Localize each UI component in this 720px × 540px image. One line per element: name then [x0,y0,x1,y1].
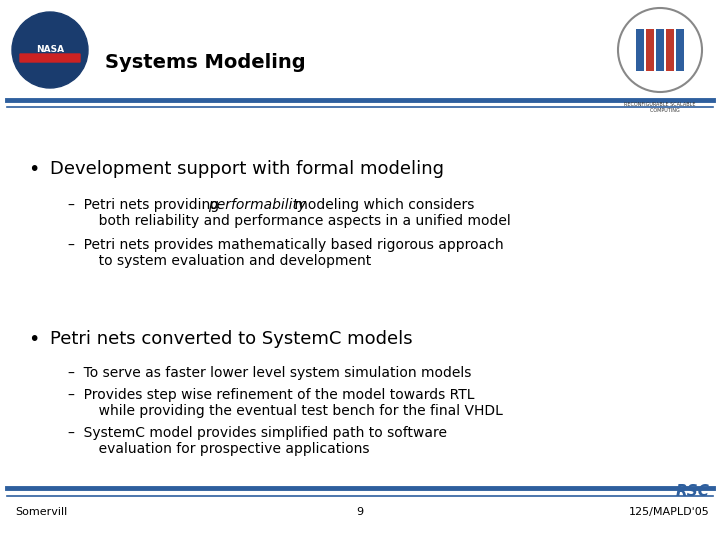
Text: –  Provides step wise refinement of the model towards RTL: – Provides step wise refinement of the m… [68,388,474,402]
Text: –  Petri nets provides mathematically based rigorous approach: – Petri nets provides mathematically bas… [68,238,503,252]
Text: RECONFIGURABLE SCALABLE
      COMPUTING: RECONFIGURABLE SCALABLE COMPUTING [624,102,696,113]
Text: modeling which considers: modeling which considers [290,198,474,212]
Text: NASA: NASA [36,45,64,55]
Text: 9: 9 [356,507,364,517]
Text: evaluation for prospective applications: evaluation for prospective applications [68,442,369,456]
Text: Systems Modeling: Systems Modeling [105,52,305,71]
Text: RSC: RSC [676,484,710,500]
Text: Somervill: Somervill [15,507,67,517]
Text: to system evaluation and development: to system evaluation and development [68,254,372,268]
Text: Petri nets converted to SystemC models: Petri nets converted to SystemC models [50,330,413,348]
Text: •: • [28,330,40,349]
Text: 125/MAPLD'05: 125/MAPLD'05 [629,507,710,517]
Text: both reliability and performance aspects in a unified model: both reliability and performance aspects… [68,214,510,228]
Text: while providing the eventual test bench for the final VHDL: while providing the eventual test bench … [68,404,503,418]
FancyBboxPatch shape [20,54,80,62]
Text: –  Petri nets providing: – Petri nets providing [68,198,223,212]
Text: –  To serve as faster lower level system simulation models: – To serve as faster lower level system … [68,366,472,380]
Text: Development support with formal modeling: Development support with formal modeling [50,160,444,178]
Bar [666,29,674,71]
Circle shape [12,12,88,88]
Text: •: • [28,160,40,179]
Text: performability: performability [208,198,307,212]
Bar [636,29,644,71]
Bar [656,29,664,71]
Bar [646,29,654,71]
Bar [676,29,684,71]
Text: –  SystemC model provides simplified path to software: – SystemC model provides simplified path… [68,426,447,440]
